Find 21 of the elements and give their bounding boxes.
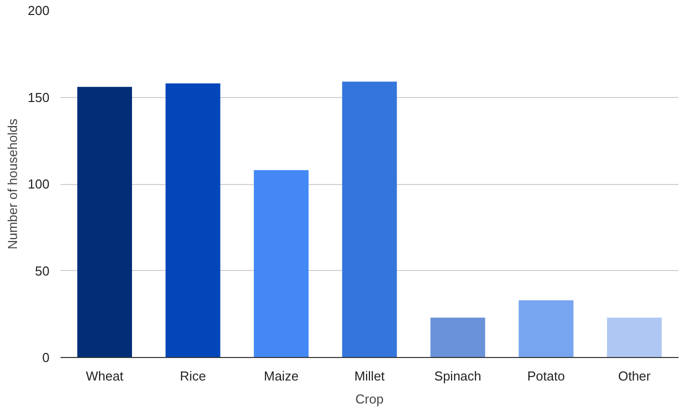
x-tick-label: Wheat: [86, 368, 124, 384]
y-tick-label: 100: [28, 176, 50, 192]
x-axis-title: Crop: [355, 392, 384, 406]
x-tick-label: Rice: [180, 368, 206, 384]
bar: [606, 318, 662, 358]
x-tick-label: Spinach: [434, 368, 482, 384]
y-tick-label: 200: [28, 3, 50, 18]
y-tick-label: 150: [28, 90, 50, 105]
y-tick-label: 50: [35, 263, 50, 278]
x-tick-label: Millet: [354, 368, 386, 384]
y-axis-title: Number of households: [4, 118, 20, 250]
bar: [430, 318, 486, 358]
y-tick-label: 0: [42, 350, 50, 365]
bar: [166, 83, 220, 358]
x-tick-label: Potato: [527, 368, 565, 384]
bar: [77, 86, 132, 358]
bar: [518, 300, 574, 358]
x-tick-label: Other: [618, 368, 652, 384]
bar: [254, 170, 309, 358]
bar: [342, 82, 397, 358]
x-tick-label: Maize: [264, 368, 299, 384]
